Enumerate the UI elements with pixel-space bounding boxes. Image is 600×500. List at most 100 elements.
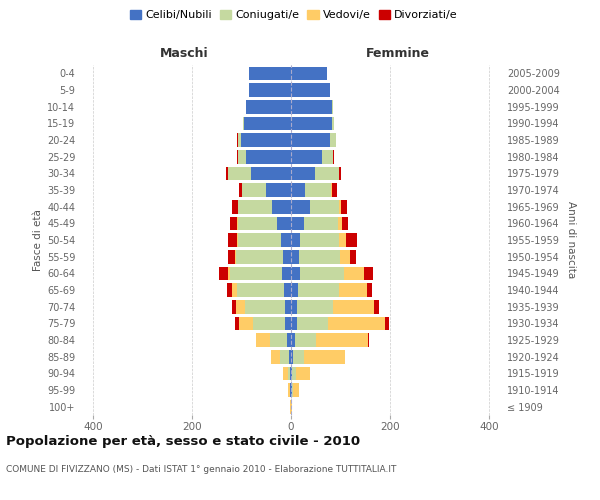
Bar: [340, 250, 350, 264]
Bar: [291, 150, 322, 164]
Bar: [341, 200, 347, 213]
Bar: [367, 283, 372, 297]
Bar: [241, 133, 291, 147]
Bar: [283, 366, 288, 380]
Bar: [350, 250, 356, 264]
Bar: [236, 250, 283, 264]
Bar: [227, 166, 251, 180]
Bar: [242, 183, 266, 197]
Bar: [238, 150, 247, 164]
Bar: [385, 316, 389, 330]
Bar: [315, 166, 338, 180]
Bar: [238, 133, 241, 147]
Bar: [288, 366, 290, 380]
Bar: [284, 283, 291, 297]
Bar: [284, 300, 291, 314]
Bar: [291, 166, 315, 180]
Bar: [253, 316, 285, 330]
Bar: [247, 150, 291, 164]
Bar: [338, 216, 341, 230]
Bar: [287, 333, 291, 347]
Bar: [298, 283, 338, 297]
Bar: [270, 333, 287, 347]
Bar: [236, 233, 238, 247]
Bar: [291, 83, 329, 97]
Bar: [291, 300, 298, 314]
Bar: [235, 316, 239, 330]
Bar: [272, 200, 291, 213]
Bar: [251, 166, 291, 180]
Bar: [333, 150, 334, 164]
Bar: [291, 233, 300, 247]
Bar: [239, 316, 253, 330]
Bar: [291, 250, 299, 264]
Bar: [374, 300, 379, 314]
Bar: [333, 300, 374, 314]
Bar: [227, 283, 232, 297]
Bar: [227, 266, 230, 280]
Bar: [232, 200, 238, 213]
Bar: [322, 150, 332, 164]
Bar: [291, 133, 329, 147]
Bar: [291, 100, 332, 114]
Bar: [238, 233, 281, 247]
Bar: [271, 350, 280, 364]
Bar: [249, 83, 291, 97]
Bar: [227, 233, 236, 247]
Bar: [346, 233, 357, 247]
Bar: [218, 266, 227, 280]
Bar: [291, 66, 326, 80]
Bar: [291, 183, 305, 197]
Bar: [338, 283, 367, 297]
Bar: [292, 383, 293, 397]
Bar: [332, 183, 337, 197]
Bar: [285, 316, 291, 330]
Bar: [256, 333, 270, 347]
Bar: [277, 216, 291, 230]
Bar: [300, 266, 344, 280]
Bar: [291, 316, 297, 330]
Text: Femmine: Femmine: [365, 47, 430, 60]
Bar: [316, 333, 368, 347]
Legend: Celibi/Nubili, Coniugati/e, Vedovi/e, Divorziati/e: Celibi/Nubili, Coniugati/e, Vedovi/e, Di…: [126, 6, 462, 25]
Bar: [291, 366, 292, 380]
Text: Maschi: Maschi: [160, 47, 209, 60]
Bar: [298, 300, 333, 314]
Bar: [331, 183, 332, 197]
Bar: [291, 216, 304, 230]
Bar: [300, 233, 338, 247]
Bar: [341, 216, 349, 230]
Y-axis label: Fasce di età: Fasce di età: [32, 209, 43, 271]
Bar: [329, 133, 335, 147]
Bar: [297, 316, 328, 330]
Bar: [291, 266, 300, 280]
Bar: [236, 300, 245, 314]
Bar: [266, 183, 291, 197]
Bar: [291, 383, 292, 397]
Bar: [305, 183, 331, 197]
Bar: [280, 350, 289, 364]
Bar: [291, 333, 295, 347]
Bar: [291, 283, 298, 297]
Bar: [338, 200, 341, 213]
Bar: [296, 366, 310, 380]
Bar: [310, 200, 338, 213]
Bar: [237, 283, 284, 297]
Bar: [238, 216, 277, 230]
Bar: [328, 316, 385, 330]
Bar: [235, 250, 236, 264]
Bar: [236, 150, 238, 164]
Bar: [226, 166, 227, 180]
Bar: [282, 266, 291, 280]
Bar: [232, 283, 237, 297]
Bar: [230, 266, 282, 280]
Bar: [227, 250, 235, 264]
Bar: [249, 66, 291, 80]
Bar: [247, 100, 291, 114]
Bar: [291, 350, 293, 364]
Y-axis label: Anni di nascita: Anni di nascita: [566, 202, 577, 278]
Bar: [292, 366, 296, 380]
Bar: [290, 366, 291, 380]
Bar: [291, 200, 310, 213]
Bar: [245, 300, 284, 314]
